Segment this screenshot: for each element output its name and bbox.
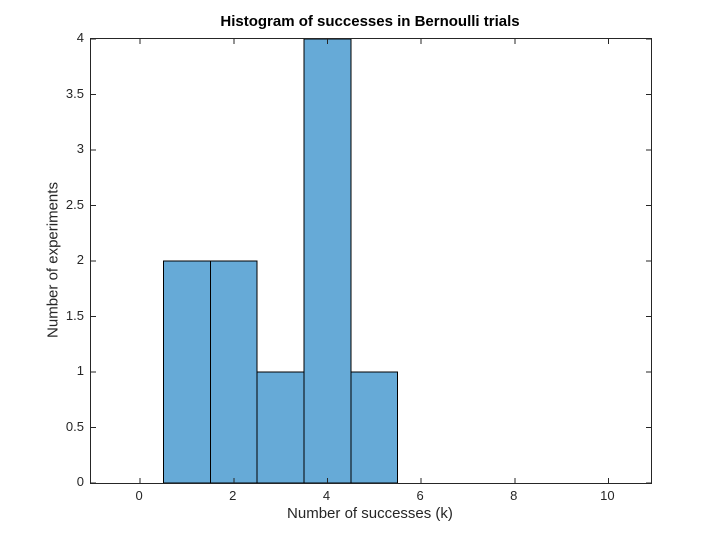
x-tick-label: 6	[416, 488, 424, 503]
x-tick-label: 10	[600, 488, 615, 503]
x-tick-label: 0	[135, 488, 143, 503]
histogram-bar	[209, 260, 258, 483]
y-tick-label: 4	[76, 30, 84, 45]
histogram-bar	[303, 39, 352, 483]
x-tick-label: 4	[322, 488, 331, 503]
histogram-plot	[91, 39, 651, 483]
histogram-bar	[163, 260, 211, 483]
y-tick-label: 2	[76, 252, 84, 267]
y-tick-label: 3.5	[65, 85, 84, 101]
y-tick-label: 1.5	[65, 307, 84, 323]
y-tick-label: 0.5	[65, 418, 84, 434]
chart-title: Histogram of successes in Bernoulli tria…	[220, 13, 520, 30]
y-tick-label: 1	[76, 363, 84, 378]
y-tick-label: 0	[76, 474, 84, 489]
x-tick-label: 8	[510, 488, 518, 503]
histogram-bar	[256, 371, 305, 483]
x-tick-label: 2	[229, 488, 237, 503]
histogram-bar	[350, 371, 399, 483]
y-tick-label: 3	[76, 141, 84, 156]
plot-area	[90, 38, 652, 484]
y-tick-label: 2.5	[65, 196, 84, 212]
x-axis-label: Number of successes (k)	[287, 505, 453, 522]
